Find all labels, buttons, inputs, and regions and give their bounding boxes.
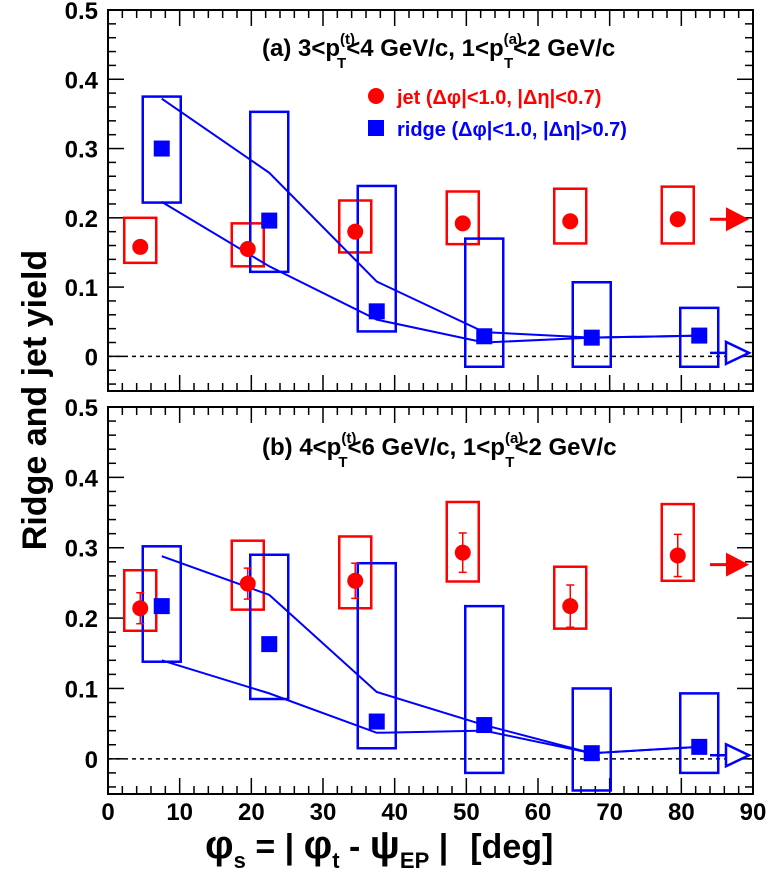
- ridge-sys-box: [571, 280, 612, 369]
- y-tick-label: 0.3: [65, 137, 98, 164]
- ridge-point: [153, 140, 170, 157]
- panel-b-ticks: [107, 406, 754, 794]
- jet-point: [454, 544, 471, 561]
- ridge-point: [476, 717, 493, 734]
- panel-b-plot-area: [108, 500, 753, 792]
- x-axis-label: φs = | φt - ψEP | [deg]: [205, 823, 553, 873]
- y-tick-label: 0.3: [65, 536, 98, 563]
- jet-sys-box: [445, 500, 480, 583]
- jet-point: [239, 575, 256, 592]
- panel-a-ticks: [107, 9, 754, 391]
- panel-b-y-tick-labels: 0 0.1 0.2 0.3 0.4 0.5: [65, 395, 99, 774]
- panel-b-frame: [107, 406, 754, 795]
- legend-ridge-label: ridge (Δφ|<1.0, |Δη|>0.7): [397, 119, 627, 141]
- y-tick-label: 0.5: [65, 0, 98, 25]
- ridge-sys-box: [356, 561, 397, 750]
- ridge-point: [691, 327, 708, 344]
- y-axis-label: Ridge and jet yield: [16, 250, 54, 550]
- legend-jet-label: jet (Δφ|<1.0, |Δη|<0.7): [396, 87, 601, 109]
- y-tick-label: 0.1: [65, 275, 98, 302]
- jet-arrow-head: [726, 207, 749, 232]
- jet-point: [347, 223, 364, 240]
- ridge-point: [261, 636, 278, 653]
- jet-point: [239, 240, 256, 257]
- ridge-sys-box: [464, 604, 505, 775]
- ridge-sys-box: [249, 110, 290, 274]
- ridge-sys-box: [679, 692, 720, 775]
- ridge-arrow-head: [724, 742, 752, 769]
- jet-sys-box: [660, 185, 695, 245]
- ridge-sys-box: [571, 687, 612, 792]
- jet-sys-box: [445, 190, 480, 246]
- jet-point: [132, 600, 149, 617]
- jet-sys-box: [338, 535, 373, 610]
- panel-b-title: (b) 4<p(t) T<6 GeV/c, 1<p(a) T<2 GeV/c: [262, 430, 617, 471]
- ridge-point: [261, 212, 278, 229]
- jet-point: [132, 238, 149, 255]
- ridge-point: [153, 598, 170, 615]
- ridge-arrow-head: [724, 339, 752, 366]
- x-tick-label: 60: [525, 799, 552, 826]
- y-tick-label: 0.4: [65, 67, 99, 94]
- y-tick-label: 0: [85, 344, 98, 371]
- y-tick-label: 0.4: [65, 465, 99, 492]
- ridge-sys-box: [249, 553, 290, 701]
- y-tick-label: 0: [85, 747, 98, 774]
- x-tick-label: 80: [668, 799, 695, 826]
- legend-ridge-marker: [368, 120, 384, 136]
- jet-sys-box: [123, 216, 158, 265]
- jet-point: [347, 572, 364, 589]
- jet-point: [562, 213, 579, 230]
- ridge-band-lower: [161, 659, 700, 755]
- y-tick-label: 0.5: [65, 395, 98, 422]
- x-tick-labels: 0 10 20 30 40 50 60 70 80 90: [101, 799, 766, 826]
- ridge-sys-box: [679, 306, 720, 369]
- y-tick-label: 0.2: [65, 606, 98, 633]
- jet-sys-box: [553, 565, 588, 630]
- x-tick-label: 20: [238, 799, 265, 826]
- ridge-point: [368, 713, 385, 730]
- jet-arrow-head: [726, 552, 749, 577]
- ridge-point: [476, 328, 493, 345]
- panel-a-title: (a) 3<p(t) T<4 GeV/c, 1<p(a) T<2 GeV/c: [262, 31, 615, 72]
- jet-point: [454, 215, 471, 232]
- legend-jet-marker: [368, 88, 384, 104]
- y-tick-label: 0.1: [65, 676, 98, 703]
- panel-a-frame: [107, 9, 754, 392]
- ridge-point: [368, 303, 385, 320]
- jet-point: [562, 598, 579, 615]
- panel-a-plot-area: [108, 95, 753, 369]
- x-tick-label: 10: [166, 799, 193, 826]
- x-tick-label: 30: [310, 799, 337, 826]
- ridge-sys-box: [464, 237, 505, 369]
- x-tick-label: 40: [381, 799, 408, 826]
- jet-sys-box: [660, 502, 695, 583]
- y-tick-label: 0.2: [65, 206, 98, 233]
- jet-sys-box: [230, 539, 265, 611]
- x-tick-label: 0: [101, 799, 114, 826]
- x-tick-label: 50: [453, 799, 480, 826]
- x-tick-label: 90: [740, 799, 767, 826]
- jet-point: [669, 211, 686, 228]
- ridge-point: [583, 329, 600, 346]
- x-tick-label: 70: [596, 799, 623, 826]
- panel-a-y-tick-labels: 0 0.1 0.2 0.3 0.4 0.5: [65, 0, 99, 371]
- ridge-point: [583, 745, 600, 762]
- jet-sys-box: [553, 187, 588, 245]
- jet-sys-box: [338, 199, 373, 254]
- legend: jet (Δφ|<1.0, |Δη|<0.7) ridge (Δφ|<1.0, …: [368, 87, 627, 141]
- panel-b: 0 0.1 0.2 0.3 0.4 0.5 (b) 4<p(t) T<6 GeV/c, 1<…: [65, 395, 754, 795]
- jet-point: [669, 547, 686, 564]
- panel-a: 0 0.1 0.2 0.3 0.4 0.5 (a) 3<p(t) T<4 GeV/c, 1<…: [65, 0, 754, 392]
- ridge-sys-box: [356, 184, 397, 333]
- ridge-point: [691, 738, 708, 755]
